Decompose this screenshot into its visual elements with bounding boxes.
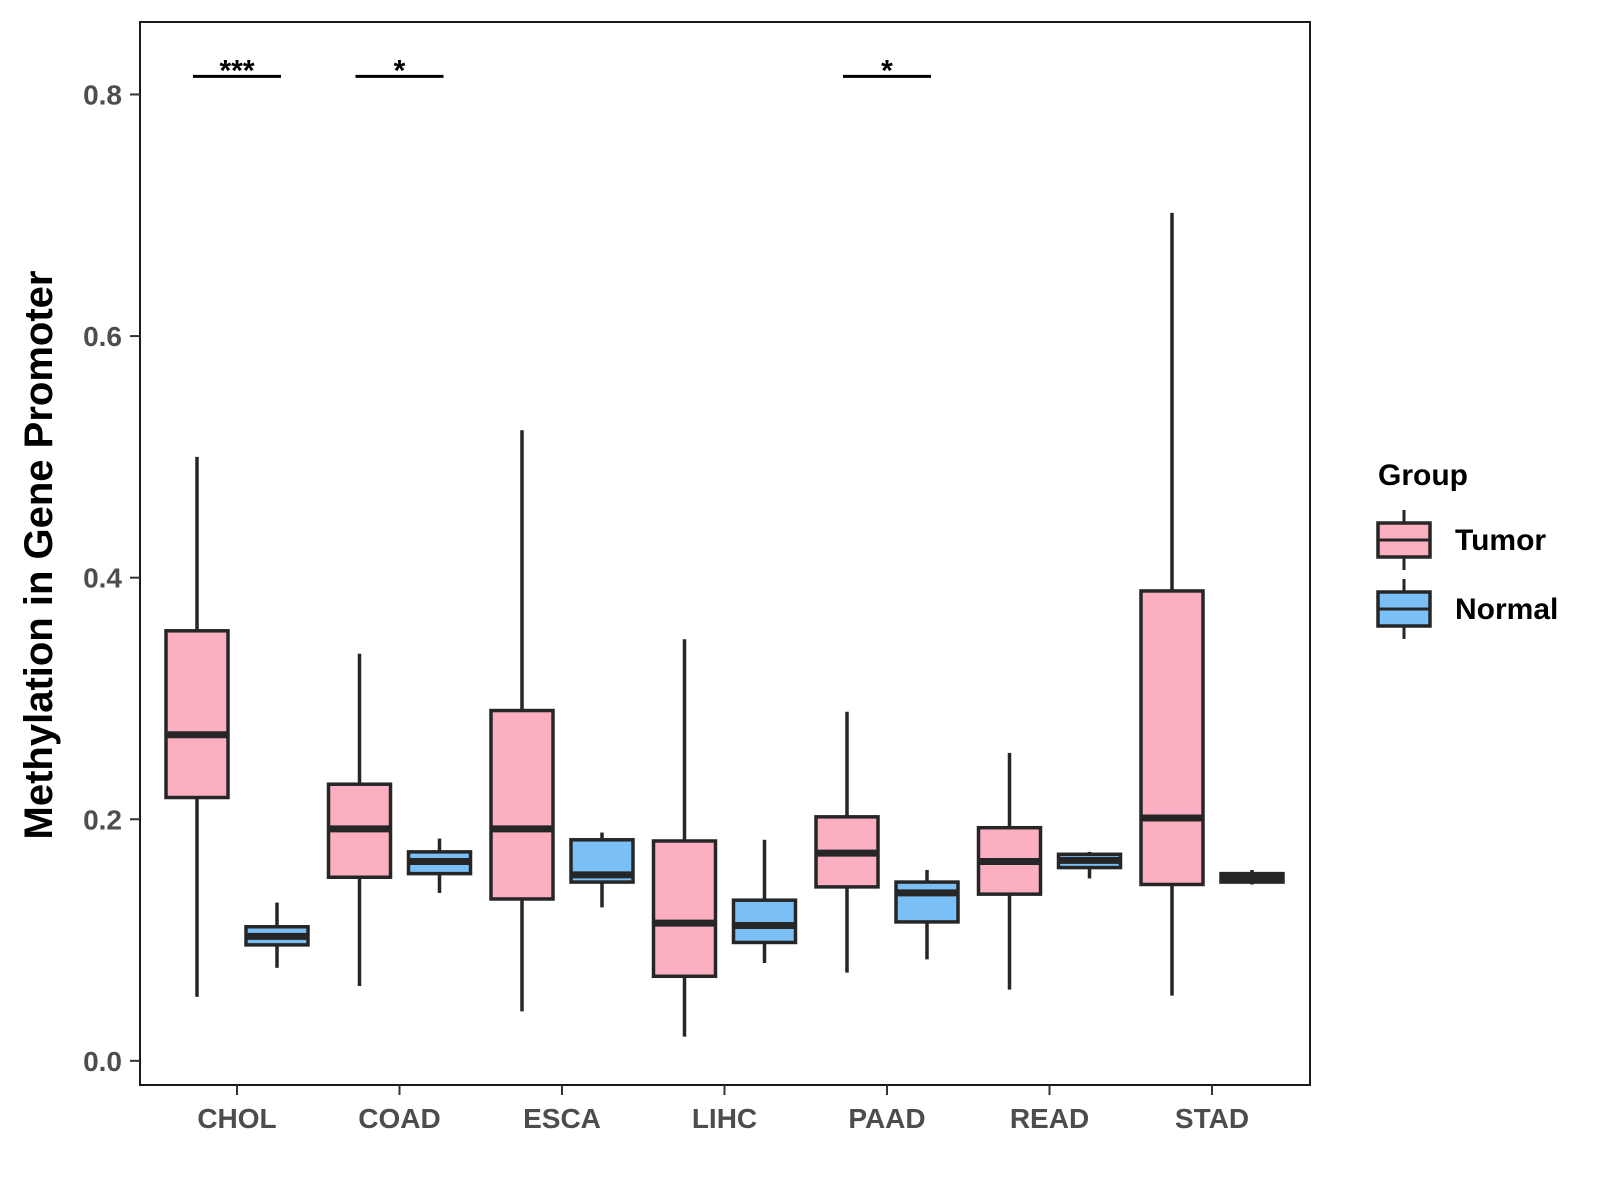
x-tick-label: STAD bbox=[1175, 1103, 1249, 1134]
box-tumor-read bbox=[976, 752, 1043, 990]
box-tumor-coad bbox=[326, 653, 393, 986]
box-normal-chol bbox=[244, 902, 310, 968]
x-tick-label: READ bbox=[1010, 1103, 1089, 1134]
y-tick-label: 0.0 bbox=[83, 1046, 122, 1077]
legend-key-tumor bbox=[1376, 510, 1432, 570]
x-tick-label: ESCA bbox=[523, 1103, 601, 1134]
plot-area: 0.0 0.2 0.4 0.6 0.8 CHOL COAD ESCA LIHC PAAD READ S… bbox=[83, 21, 1311, 1134]
significance-label: *** bbox=[219, 54, 254, 87]
legend: Group Tumor Normal bbox=[1376, 459, 1558, 639]
significance-label: * bbox=[881, 54, 893, 87]
y-tick-label: 0.6 bbox=[83, 321, 122, 352]
box-tumor-lihc bbox=[651, 639, 718, 1037]
y-tick-label: 0.2 bbox=[83, 804, 122, 835]
x-tick-label: COAD bbox=[358, 1103, 440, 1134]
box-normal-paad bbox=[894, 869, 960, 960]
legend-key-normal bbox=[1376, 579, 1432, 639]
box-iqr bbox=[651, 839, 718, 979]
y-tick-label: 0.4 bbox=[83, 563, 122, 594]
legend-label-normal: Normal bbox=[1455, 593, 1558, 626]
box-iqr bbox=[1139, 589, 1205, 887]
legend-label-tumor: Tumor bbox=[1455, 524, 1546, 557]
box-normal-coad bbox=[406, 838, 473, 893]
significance-label: * bbox=[394, 54, 406, 87]
box-normal-lihc bbox=[731, 839, 798, 963]
x-tick-label: PAAD bbox=[848, 1103, 925, 1134]
plot-panel bbox=[139, 21, 1311, 1086]
box-tumor-stad bbox=[1139, 212, 1205, 996]
box-iqr bbox=[731, 898, 798, 945]
box-normal-esca bbox=[569, 832, 635, 908]
box-iqr bbox=[489, 708, 555, 901]
y-axis-title: Methylation in Gene Promoter bbox=[17, 271, 61, 840]
box-tumor-paad bbox=[814, 711, 880, 973]
box-normal-stad bbox=[1219, 869, 1285, 885]
x-tick-label: CHOL bbox=[197, 1103, 276, 1134]
box-iqr bbox=[164, 629, 230, 800]
legend-title: Group bbox=[1378, 459, 1468, 492]
y-tick-label: 0.8 bbox=[83, 79, 122, 110]
box-iqr bbox=[894, 880, 960, 924]
box-normal-read bbox=[1056, 851, 1123, 879]
box-tumor-esca bbox=[489, 430, 555, 1012]
box-tumor-chol bbox=[164, 456, 230, 997]
x-tick-label: LIHC bbox=[692, 1103, 757, 1134]
